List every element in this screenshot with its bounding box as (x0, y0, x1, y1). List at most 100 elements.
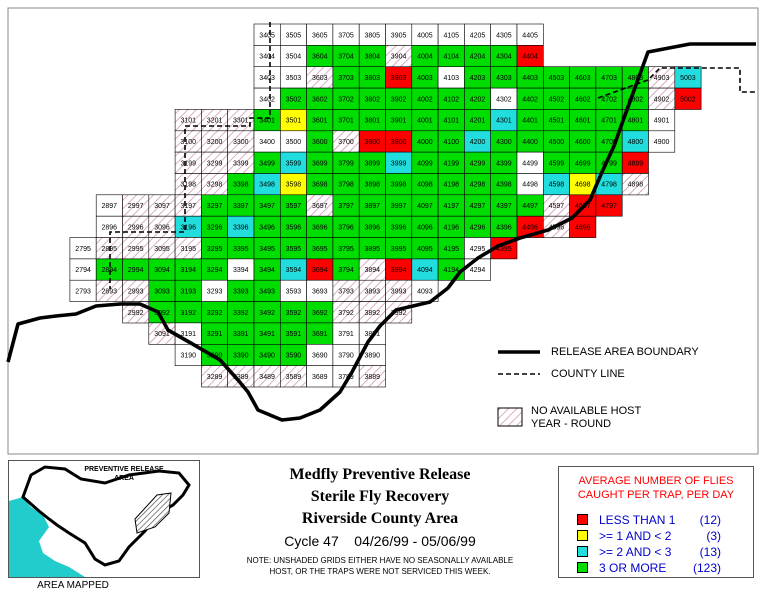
grid-cell-label: 4405 (522, 32, 538, 39)
grid-cell-label: 3191 (181, 331, 197, 338)
grid-cell-label: 3705 (338, 32, 354, 39)
grid-cell-label: 3093 (154, 289, 170, 296)
grid-cell-label: 3795 (338, 246, 354, 253)
grid-cell-label: 3790 (338, 353, 354, 360)
grid-cell-label: 3500 (286, 139, 302, 146)
grid-cell-label: 4305 (496, 32, 512, 39)
grid-cell-label: 4000 (417, 139, 433, 146)
grid-cell-label: 3595 (286, 246, 302, 253)
grid-cell-label: 3995 (391, 246, 407, 253)
fly-legend-label: >= 1 AND < 2 (599, 529, 672, 543)
grid-cell-label: 4304 (496, 54, 512, 61)
grid-cell-label: 2795 (75, 246, 91, 253)
grid-cell-label: 3794 (338, 267, 354, 274)
grid-cell-label: 4194 (444, 267, 460, 274)
grid-cell-label: 4001 (417, 118, 433, 125)
grid-cell-label: 3802 (365, 96, 381, 103)
grid-cell-label: 4396 (496, 224, 512, 231)
grid-cell-label: 3193 (181, 289, 197, 296)
grid-cell-label: 4093 (417, 289, 433, 296)
grid-cell-label: 3996 (391, 224, 407, 231)
grid-cell-label: 3198 (181, 182, 197, 189)
grid-cell-label: 3590 (286, 353, 302, 360)
grid-cell-label: 3796 (338, 224, 354, 231)
grid-cell-label: 2997 (128, 203, 144, 210)
grid-cell-label: 4296 (470, 224, 486, 231)
grid-cell-label: 2993 (128, 289, 144, 296)
grid-cell-label: 3100 (181, 139, 197, 146)
grid-cell-label: 3394 (233, 267, 249, 274)
county-line-east (597, 67, 755, 99)
grid-cell-label: 3601 (312, 118, 328, 125)
grid-cell-label: 3890 (365, 353, 381, 360)
grid-cell-label: 3392 (233, 310, 249, 317)
grid-cell-label: 4002 (417, 96, 433, 103)
grid-cell-label: 3689 (312, 374, 328, 381)
grid-cell-label: 3704 (338, 54, 354, 61)
grid-cell-label: 3801 (365, 118, 381, 125)
grid-cell-label: 4901 (654, 118, 670, 125)
grid-cell-label: 3091 (154, 331, 170, 338)
grid-cell-label: 3900 (391, 139, 407, 146)
grid-cell-label: 4602 (575, 96, 591, 103)
grid-cell-label: 3803 (365, 75, 381, 82)
grid-cell-label: 3690 (312, 353, 328, 360)
grid-cell-label: 3504 (286, 54, 302, 61)
grid-cell-label: 3491 (259, 331, 275, 338)
grid-cell-label: 2994 (128, 267, 144, 274)
fly-legend-label: 3 OR MORE (599, 561, 667, 575)
grid-cell-label: 4698 (575, 182, 591, 189)
grid-cell-label: 3497 (259, 203, 275, 210)
grid-cell-label: 4799 (601, 160, 617, 167)
grid-cell-label: 3798 (338, 182, 354, 189)
grid-cell-label: 3200 (207, 139, 223, 146)
grid-cell-label: 3292 (207, 310, 223, 317)
grid-cell-label: 3805 (365, 32, 381, 39)
title-line3: Riverside County Area (301, 510, 459, 527)
fly-legend-count: (123) (692, 561, 721, 575)
grid-cell-label: 3289 (207, 374, 223, 381)
grid-cell-label: 4401 (522, 118, 538, 125)
grid-cell-label: 3295 (207, 246, 223, 253)
grid-cell-label: 3999 (391, 160, 407, 167)
grid-cell-label: 4100 (444, 139, 460, 146)
grid-cell-label: 4603 (575, 75, 591, 82)
grid-cell-label: 4501 (549, 118, 565, 125)
grid-cell-label: 3591 (286, 331, 302, 338)
grid-cell-label: 4003 (417, 75, 433, 82)
swatch-cyan (577, 546, 588, 557)
grid-cell-label: 3901 (391, 118, 407, 125)
grid-cell-label: 3398 (233, 182, 249, 189)
grid-cell-label: 3594 (286, 267, 302, 274)
grid-cell-label: 4105 (444, 32, 460, 39)
grid-cell-label: 3494 (259, 267, 275, 274)
grid-cell-label: 3605 (312, 32, 328, 39)
grid-cell-label: 3604 (312, 54, 328, 61)
fly-legend-count: (12) (699, 513, 721, 527)
grid-cell-label: 3691 (312, 331, 328, 338)
fly-legend-heading: AVERAGE NUMBER OF FLIES CAUGHT PER TRAP,… (559, 474, 753, 502)
inset-ocean (9, 497, 85, 577)
grid-cell-label: 3997 (391, 203, 407, 210)
grid-cell-label: 3792 (338, 310, 354, 317)
legend-no-host-label-2: YEAR - ROUND (531, 418, 612, 430)
grid-cell-label: 4200 (470, 139, 486, 146)
grid-cell-label: 3789 (338, 374, 354, 381)
grid-cell-label: 3596 (286, 224, 302, 231)
grid-cell-label: 4102 (444, 96, 460, 103)
grid-cell (569, 215, 597, 238)
grid-cell-label: 3096 (154, 224, 170, 231)
grid-cell-label: 4098 (417, 182, 433, 189)
title-line2: Sterile Fly Recovery (310, 488, 450, 505)
grid-cell (648, 130, 676, 153)
grid-cell-label: 4004 (417, 54, 433, 61)
grid-cell-label: 3598 (286, 182, 302, 189)
release-area-boundary (6, 42, 756, 422)
grid-cell-label: 3489 (259, 374, 275, 381)
grid-cell-label: 3898 (365, 182, 381, 189)
grid-cell-label: 4498 (522, 182, 538, 189)
fly-legend-label: >= 2 AND < 3 (599, 545, 672, 559)
grid-cell-label: 3391 (233, 331, 249, 338)
grid-cell-label: 3101 (181, 118, 197, 125)
grid-cell-label: 3699 (312, 160, 328, 167)
